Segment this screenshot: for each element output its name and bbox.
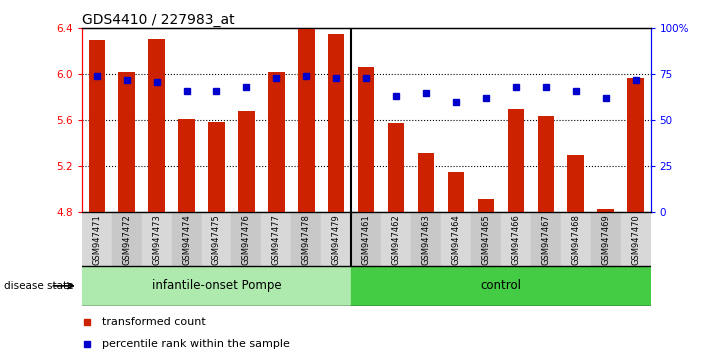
Bar (418, 153, 434, 212)
Bar (501, 212, 531, 266)
Bar (292, 212, 321, 266)
Text: transformed count: transformed count (102, 317, 205, 327)
Text: GSM947470: GSM947470 (631, 214, 640, 265)
Text: GSM947472: GSM947472 (122, 214, 131, 265)
Bar (268, 72, 284, 212)
Bar (621, 212, 651, 266)
Bar (82, 266, 351, 306)
Bar (591, 212, 621, 266)
Text: GDS4410 / 227983_at: GDS4410 / 227983_at (82, 12, 235, 27)
Bar (112, 212, 141, 266)
Bar (82, 212, 112, 266)
Text: disease state: disease state (4, 281, 73, 291)
Bar (448, 172, 464, 212)
Text: GSM947477: GSM947477 (272, 214, 281, 265)
Bar (321, 212, 351, 266)
Bar (178, 119, 195, 212)
Bar (208, 121, 225, 212)
Text: percentile rank within the sample: percentile rank within the sample (102, 339, 289, 349)
Bar (328, 34, 344, 212)
Bar (531, 212, 561, 266)
Text: GSM947475: GSM947475 (212, 214, 221, 265)
Bar (411, 212, 441, 266)
Bar (201, 212, 232, 266)
Bar (88, 40, 105, 212)
Text: GSM947471: GSM947471 (92, 214, 101, 265)
Text: GSM947465: GSM947465 (481, 214, 491, 265)
Bar (567, 155, 584, 212)
Text: GSM947464: GSM947464 (451, 214, 461, 265)
Text: GSM947474: GSM947474 (182, 214, 191, 265)
Text: control: control (481, 279, 521, 292)
Bar (597, 209, 614, 212)
Bar (561, 212, 591, 266)
Bar (441, 212, 471, 266)
Bar (381, 212, 411, 266)
Bar (627, 78, 644, 212)
Bar (238, 111, 255, 212)
Bar (298, 29, 314, 212)
Text: GSM947461: GSM947461 (362, 214, 370, 265)
Text: infantile-onset Pompe: infantile-onset Pompe (151, 279, 282, 292)
Text: GSM947462: GSM947462 (392, 214, 400, 265)
Bar (141, 212, 171, 266)
Text: GSM947469: GSM947469 (602, 214, 610, 265)
Bar (478, 199, 494, 212)
Bar (119, 72, 135, 212)
Bar (262, 212, 292, 266)
Bar (351, 266, 651, 306)
Text: GSM947479: GSM947479 (332, 214, 341, 265)
Text: GSM947473: GSM947473 (152, 214, 161, 265)
Text: GSM947467: GSM947467 (541, 214, 550, 265)
Text: GSM947476: GSM947476 (242, 214, 251, 265)
Text: GSM947463: GSM947463 (422, 214, 431, 265)
Bar (538, 116, 554, 212)
Bar (149, 39, 165, 212)
Bar (471, 212, 501, 266)
Bar (508, 109, 524, 212)
Text: GSM947478: GSM947478 (301, 214, 311, 265)
Text: GSM947468: GSM947468 (571, 214, 580, 265)
Bar (388, 123, 405, 212)
Bar (171, 212, 201, 266)
Bar (351, 212, 381, 266)
Text: GSM947466: GSM947466 (511, 214, 520, 265)
Bar (358, 68, 375, 212)
Bar (232, 212, 262, 266)
